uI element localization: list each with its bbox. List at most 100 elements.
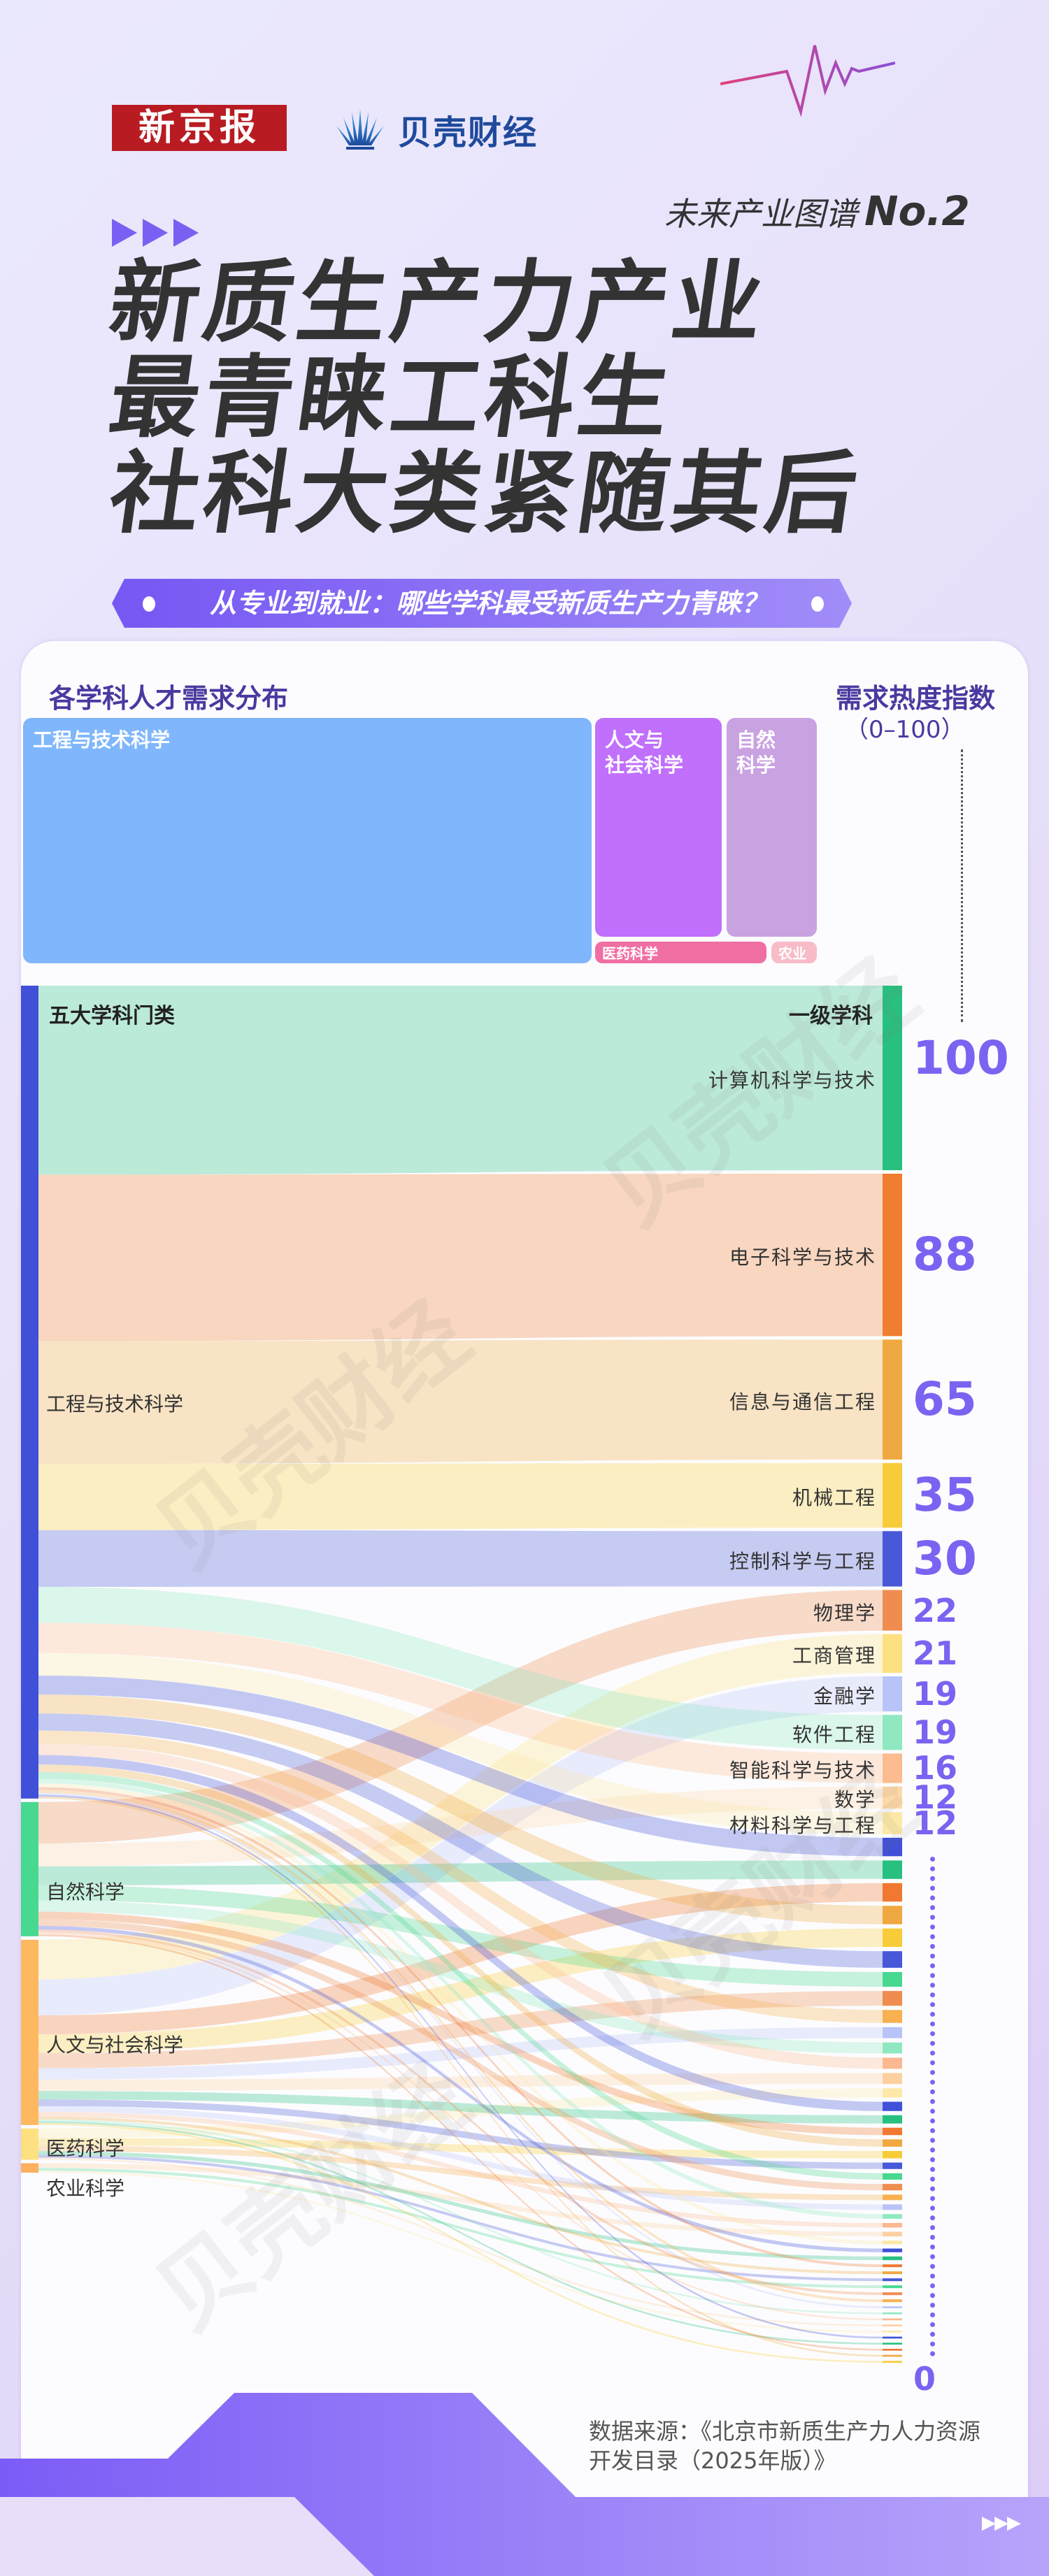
sankey-link bbox=[38, 1883, 883, 2035]
treemap-block-engineering: 工程与技术科学 bbox=[23, 718, 592, 963]
sankey-target-node bbox=[883, 2240, 902, 2245]
sankey-link bbox=[38, 2163, 883, 2237]
sankey-link bbox=[38, 2106, 883, 2210]
sankey-source-node bbox=[21, 2128, 38, 2160]
left-header: 五大学科门类 bbox=[49, 1004, 175, 1028]
sankey-link bbox=[38, 2123, 883, 2363]
data-source: 数据来源：《北京市新质生产力人力资源 开发目录（2025年版）》 bbox=[589, 2417, 1022, 2475]
sankey-target-node bbox=[883, 2222, 902, 2228]
treemap-block-natural-science: 自然 科学 bbox=[727, 718, 817, 937]
sankey-value-label: 12 bbox=[913, 1778, 958, 1817]
sankey-link bbox=[38, 2091, 883, 2124]
sankey-link bbox=[38, 1787, 883, 2268]
sankey-target-node bbox=[883, 2010, 902, 2023]
sankey-target-label: 控制科学与工程 bbox=[729, 1549, 876, 1573]
sankey-value-label: 21 bbox=[913, 1634, 958, 1673]
sankey-link bbox=[38, 1743, 883, 2069]
sankey-link bbox=[38, 1991, 883, 2068]
sankey-target-node bbox=[883, 2139, 902, 2147]
sankey-value-label: 65 bbox=[913, 1372, 977, 1427]
sankey-target-node bbox=[883, 1951, 902, 1968]
sankey-value-label: 22 bbox=[913, 1591, 958, 1629]
sankey-link bbox=[38, 2119, 883, 2315]
scale-dotted-line bbox=[930, 1857, 935, 2356]
sankey-target-node bbox=[883, 2184, 902, 2191]
treemap-block-agriculture: 农业 bbox=[771, 942, 817, 963]
sankey-target-node bbox=[883, 2292, 902, 2296]
sankey-target-node bbox=[883, 2088, 902, 2098]
treemap-label: 农业 bbox=[778, 945, 806, 962]
sankey-value-label: 100 bbox=[913, 1031, 1009, 1085]
sankey-target-node bbox=[883, 1928, 902, 1948]
sankey-link bbox=[38, 2099, 883, 2169]
xinjingbao-logo: 新京报 bbox=[112, 105, 287, 151]
treemap-label: 工程与技术科学 bbox=[33, 728, 171, 751]
sankey-link bbox=[38, 1713, 883, 1968]
sankey-target-node bbox=[883, 986, 902, 1170]
treemap-label: 人文与 社会科学 bbox=[605, 728, 684, 777]
sankey-target-label: 信息与通信工程 bbox=[729, 1390, 876, 1414]
sankey-target-label: 材料科学与工程 bbox=[729, 1814, 876, 1838]
sankey-value-label: 35 bbox=[913, 1468, 977, 1523]
sankey-target-node bbox=[883, 2264, 902, 2268]
treemap-label: 自然 科学 bbox=[736, 728, 776, 777]
sankey-source-label: 自然科学 bbox=[46, 1880, 125, 1904]
sankey-target-node bbox=[883, 2248, 902, 2252]
sankey-target-node bbox=[883, 2150, 902, 2159]
sankey-value-label: 12 bbox=[913, 1804, 958, 1843]
data-source-line-2: 开发目录（2025年版）》 bbox=[589, 2447, 836, 2474]
sankey-link bbox=[38, 2121, 883, 2345]
sankey-link bbox=[38, 2154, 883, 2282]
sankey-link bbox=[38, 2073, 883, 2092]
sankey-link bbox=[38, 1934, 883, 2351]
sankey-target-node bbox=[883, 2348, 902, 2351]
sankey-link bbox=[38, 1778, 883, 2219]
sankey-target-label: 物理学 bbox=[813, 1601, 876, 1625]
sankey-link bbox=[38, 2151, 883, 2261]
sankey-link bbox=[38, 1339, 883, 1465]
sankey-value-label: 30 bbox=[913, 1531, 977, 1585]
sankey-target-node bbox=[883, 2330, 902, 2333]
sankey-link bbox=[38, 2027, 883, 2080]
sankey-target-label: 工商管理 bbox=[792, 1644, 876, 1668]
sankey-target-node bbox=[883, 1812, 902, 1834]
sankey-source-label: 医药科学 bbox=[46, 2137, 125, 2160]
data-source-line-1: 数据来源：《北京市新质生产力人力资源 bbox=[589, 2418, 981, 2445]
sankey-target-node bbox=[883, 1906, 902, 1924]
sankey-link bbox=[38, 1590, 883, 1844]
sankey-target-node bbox=[883, 1883, 902, 1902]
shell-icon bbox=[336, 109, 384, 150]
sankey-link bbox=[38, 1919, 883, 2191]
sankey-link bbox=[38, 2088, 883, 2138]
sankey-link bbox=[38, 1860, 883, 1885]
sankey-link bbox=[38, 1929, 883, 2296]
sankey-target-node bbox=[883, 2115, 902, 2124]
series-number: No.2 bbox=[864, 187, 970, 235]
sankey-target-node bbox=[883, 1174, 902, 1337]
scale-min-label: 0 bbox=[913, 2360, 936, 2398]
treemap-label: 医药科学 bbox=[602, 945, 658, 962]
sankey-target-label: 数学 bbox=[834, 1788, 876, 1812]
beike-caijing-wordmark: 贝壳财经 bbox=[398, 113, 538, 152]
sankey-target-node bbox=[883, 1860, 902, 1879]
sankey-value-label: 19 bbox=[913, 1675, 958, 1713]
sankey-target-node bbox=[883, 1634, 902, 1674]
treemap-block-medicine: 医药科学 bbox=[595, 942, 766, 963]
sankey-link bbox=[38, 1462, 883, 1530]
treemap-block-humanities: 人文与 社会科学 bbox=[595, 718, 722, 937]
sankey-link bbox=[38, 1764, 883, 2147]
sankey-link bbox=[38, 1586, 883, 1750]
sankey-target-node bbox=[883, 2256, 902, 2261]
sankey-link bbox=[38, 2145, 883, 2201]
series-name: 未来产业图谱 bbox=[664, 195, 857, 233]
subtitle-text: 从专业到就业：哪些学科最受新质生产力青睐？ bbox=[209, 588, 768, 619]
sankey-target-node bbox=[883, 2162, 902, 2169]
sankey-link bbox=[38, 2168, 883, 2289]
sankey-target-label: 金融学 bbox=[813, 1685, 876, 1708]
sankey-link bbox=[38, 1730, 883, 2023]
sankey-link bbox=[38, 986, 883, 1175]
triangle-arrows-icon: ▶▶▶ bbox=[982, 2512, 1021, 2533]
sankey-link bbox=[38, 1786, 883, 1866]
sankey-target-node bbox=[883, 2336, 902, 2339]
